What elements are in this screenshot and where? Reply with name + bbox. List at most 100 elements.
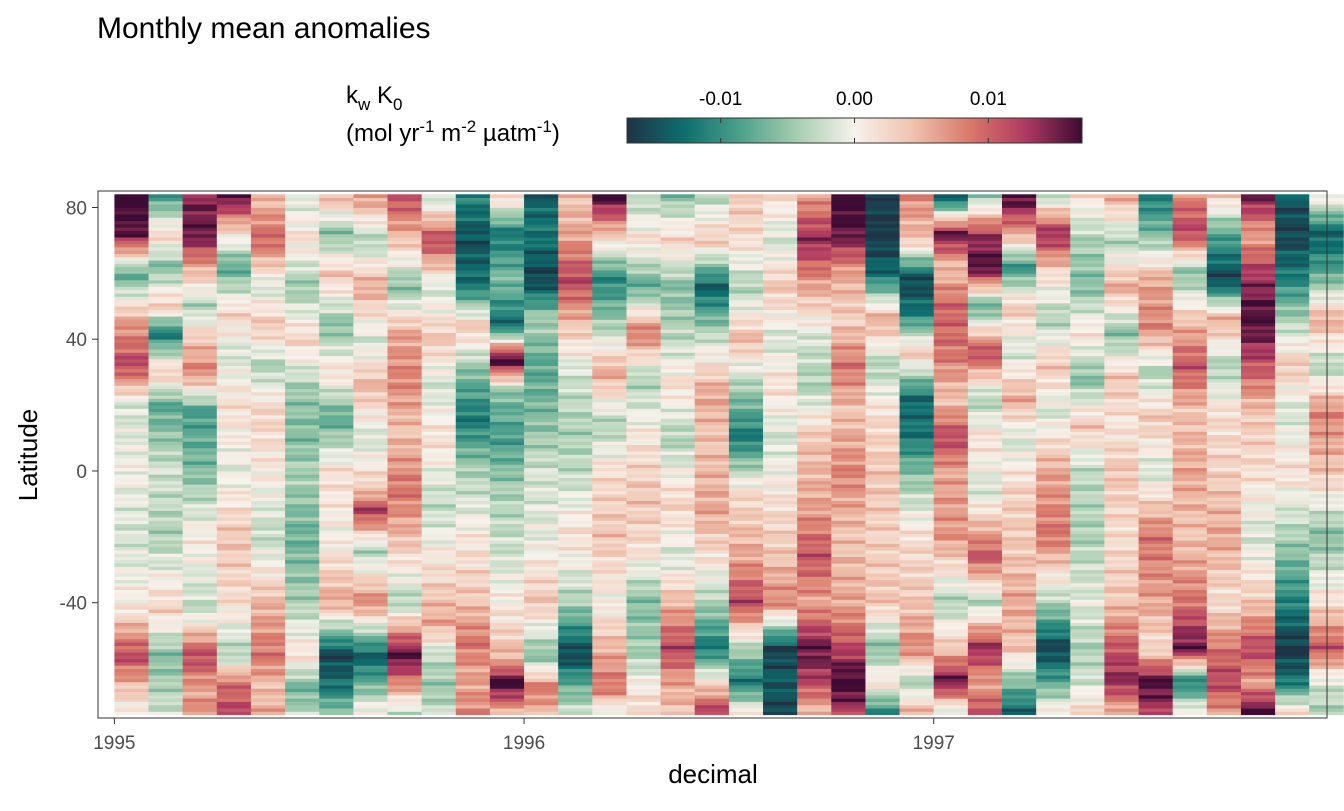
heatmap-cell [183, 287, 218, 291]
heatmap-cell [1002, 408, 1037, 412]
heatmap-cell [1139, 224, 1174, 228]
heatmap-cell [217, 194, 252, 198]
heatmap-cell [353, 333, 388, 337]
heatmap-cell [490, 688, 525, 692]
heatmap-cell [1139, 240, 1174, 244]
heatmap-cell [183, 619, 218, 623]
heatmap-cell [729, 435, 764, 439]
heatmap-cell [183, 566, 218, 570]
heatmap-cell [285, 543, 320, 547]
heatmap-cell [217, 553, 252, 557]
heatmap-cell [900, 583, 935, 587]
heatmap-cell [387, 451, 422, 455]
heatmap-cell [353, 323, 388, 327]
heatmap-cell [865, 280, 900, 284]
heatmap-cell [968, 520, 1003, 524]
heatmap-cell [1104, 316, 1139, 320]
heatmap-cell [422, 283, 457, 287]
heatmap-cell [797, 273, 832, 277]
heatmap-cell [900, 636, 935, 640]
heatmap-cell [968, 639, 1003, 643]
heatmap-cell [626, 379, 661, 383]
heatmap-cell [114, 428, 149, 432]
heatmap-cell [558, 319, 593, 323]
heatmap-cell [626, 510, 661, 514]
heatmap-cell [1104, 675, 1139, 679]
heatmap-cell [524, 695, 559, 699]
heatmap-cell [183, 217, 218, 221]
heatmap-cell [251, 296, 286, 300]
heatmap-cell [490, 685, 525, 689]
heatmap-cell [1139, 369, 1174, 373]
heatmap-cell [558, 474, 593, 478]
heatmap-cell [763, 481, 798, 485]
heatmap-cell [217, 399, 252, 403]
heatmap-cell [1104, 632, 1139, 636]
heatmap-cell [592, 510, 627, 514]
heatmap-cell [319, 570, 354, 574]
heatmap-cell [968, 682, 1003, 686]
heatmap-cell [934, 369, 969, 373]
heatmap-cell [695, 326, 730, 330]
heatmap-cell [114, 204, 149, 208]
heatmap-cell [968, 504, 1003, 508]
heatmap-cell [934, 491, 969, 495]
heatmap-cell [149, 547, 184, 551]
heatmap-cell [285, 326, 320, 330]
heatmap-cell [422, 471, 457, 475]
heatmap-cell [1139, 303, 1174, 307]
heatmap-cell [319, 211, 354, 215]
heatmap-cell [217, 333, 252, 337]
heatmap-cell [1139, 593, 1174, 597]
heatmap-cell [865, 451, 900, 455]
heatmap-cell [114, 593, 149, 597]
heatmap-cell [285, 293, 320, 297]
heatmap-cell [1139, 214, 1174, 218]
heatmap-cell [900, 313, 935, 317]
heatmap-cell [900, 685, 935, 689]
heatmap-cell [456, 514, 491, 518]
heatmap-cell [1104, 244, 1139, 248]
heatmap-cell [114, 431, 149, 435]
heatmap-cell [490, 484, 525, 488]
heatmap-cell [1070, 359, 1105, 363]
heatmap-cell [1036, 530, 1071, 534]
heatmap-cell [763, 392, 798, 396]
heatmap-cell [490, 590, 525, 594]
heatmap-cell [1036, 534, 1071, 538]
heatmap-cell [387, 227, 422, 231]
heatmap-cell [1104, 583, 1139, 587]
heatmap-cell [865, 217, 900, 221]
heatmap-cell [1139, 455, 1174, 459]
heatmap-cell [183, 214, 218, 218]
heatmap-cell [285, 619, 320, 623]
heatmap-cell [1036, 273, 1071, 277]
heatmap-cell [797, 501, 832, 505]
heatmap-cell [797, 356, 832, 360]
heatmap-cell [626, 636, 661, 640]
heatmap-cell [797, 207, 832, 211]
heatmap-cell [1002, 629, 1037, 633]
heatmap-cell [319, 451, 354, 455]
heatmap-cell [1002, 593, 1037, 597]
heatmap-cell [149, 461, 184, 465]
heatmap-cell [695, 504, 730, 508]
heatmap-cell [865, 201, 900, 205]
heatmap-cell [661, 646, 696, 650]
heatmap-cell [1139, 359, 1174, 363]
heatmap-cell [456, 375, 491, 379]
heatmap-cell [251, 254, 286, 258]
heatmap-cell [1104, 527, 1139, 531]
heatmap-cell [729, 682, 764, 686]
heatmap-cell [353, 455, 388, 459]
heatmap-cell [1002, 352, 1037, 356]
heatmap-cell [183, 543, 218, 547]
heatmap-cell [387, 207, 422, 211]
heatmap-cell [934, 461, 969, 465]
heatmap-cell [1173, 504, 1208, 508]
heatmap-cell [558, 603, 593, 607]
heatmap-cell [183, 366, 218, 370]
heatmap-cell [524, 214, 559, 218]
heatmap-cell [968, 527, 1003, 531]
heatmap-cell [797, 300, 832, 304]
